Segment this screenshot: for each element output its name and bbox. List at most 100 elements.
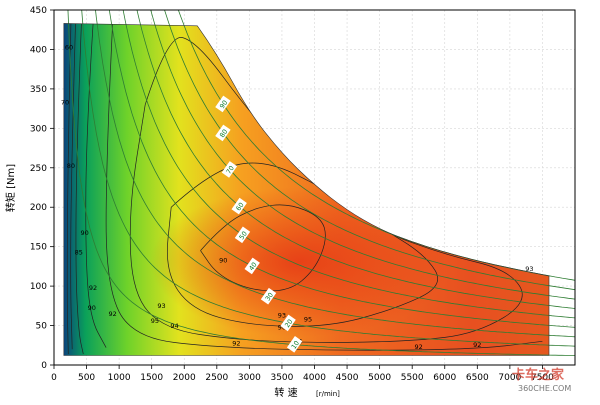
contour-label: 93: [157, 302, 165, 310]
power-label-text: 10: [290, 339, 301, 350]
power-label-box: [221, 161, 238, 178]
power-label-text: 20: [283, 318, 294, 329]
contour-label: 60: [65, 43, 73, 51]
y-tick-label: 0: [41, 361, 47, 371]
power-label-box: [260, 287, 277, 305]
x-tick-label: 3500: [270, 373, 293, 383]
x-axis-title: 转 速: [274, 386, 297, 399]
y-tick-label: 250: [30, 164, 47, 174]
y-tick-label: 450: [30, 6, 47, 16]
contour-label: 92: [108, 310, 116, 318]
power-label-text: 80: [218, 128, 229, 139]
torque-envelope: [63, 23, 550, 356]
power-curve-70: [150, 10, 575, 300]
contour-label: 85: [75, 249, 83, 257]
power-label-box: [215, 124, 231, 142]
x-tick-label: 5500: [401, 373, 424, 383]
contour-label: 80: [67, 162, 75, 170]
y-tick-label: 300: [30, 124, 47, 134]
contour-label: 92: [415, 343, 423, 351]
x-tick-label: 3000: [238, 373, 261, 383]
power-curve-20: [81, 10, 575, 347]
y-tick-label: 200: [30, 203, 47, 213]
contour-label: 90: [88, 304, 96, 312]
power-labels: 10 20 30 40 50 60 70 80 90: [215, 95, 303, 353]
y-tick-label: 350: [30, 85, 47, 95]
contour-label: 93: [278, 312, 286, 320]
x-tick-label: 4000: [303, 373, 326, 383]
efficiency-contour-95: [200, 204, 326, 292]
contour-label: 70: [61, 99, 69, 107]
power-curve-30: [95, 10, 575, 338]
power-label-box: [244, 257, 260, 275]
efficiency-contour-92: [105, 23, 543, 351]
power-curve-60: [136, 10, 575, 309]
efficiency-contour-80: [70, 23, 76, 350]
power-label-10: 10: [286, 336, 303, 353]
power-curve-50: [122, 10, 575, 319]
y-axis-title: 转矩 [Nm]: [4, 164, 17, 212]
contour-label: 90: [219, 256, 227, 264]
power-label-box: [215, 95, 231, 113]
power-label-text: 30: [264, 291, 275, 302]
power-curve-10: [67, 10, 575, 356]
contour-label: 90: [80, 229, 88, 237]
power-label-50: 50: [234, 226, 251, 244]
power-curves: [67, 10, 575, 356]
power-label-20: 20: [280, 314, 296, 332]
contour-label: 95: [304, 316, 312, 324]
power-label-70: 70: [221, 161, 238, 178]
x-axis-unit: [r/min]: [316, 390, 340, 398]
x-tick-label: 500: [78, 373, 95, 383]
power-curve-40: [108, 10, 575, 328]
x-tick-label: 6000: [433, 373, 456, 383]
x-tick-label: 1000: [108, 373, 131, 383]
power-label-text: 90: [218, 99, 229, 110]
power-label-60: 60: [231, 197, 247, 215]
y-tick-label: 50: [36, 322, 48, 332]
power-label-box: [231, 197, 247, 215]
x-tick-label: 7500: [531, 373, 554, 383]
contour-label: 93: [525, 265, 533, 273]
x-tick-label: 2500: [205, 373, 228, 383]
x-tick-label: 7000: [498, 373, 521, 383]
power-label-text: 40: [247, 261, 258, 272]
power-label-80: 80: [215, 124, 231, 142]
contour-label: 92: [89, 284, 97, 292]
power-label-text: 50: [238, 230, 249, 241]
x-tick-label: 6500: [466, 373, 489, 383]
power-label-box: [234, 226, 251, 244]
x-tick-label: 2000: [173, 373, 196, 383]
x-tick-label: 1500: [140, 373, 163, 383]
power-label-box: [280, 314, 296, 332]
x-tick-label: 5000: [368, 373, 391, 383]
contour-label: 92: [232, 339, 240, 347]
y-tick-label: 150: [30, 243, 47, 253]
contour-label: 90: [278, 324, 286, 332]
y-tick-label: 400: [30, 45, 47, 55]
contour-label: 95: [151, 317, 159, 325]
efficiency-contour-90: [85, 23, 107, 348]
efficiency-contour-85: [75, 23, 84, 355]
x-tick-label: 4500: [336, 373, 359, 383]
power-label-90: 90: [215, 95, 231, 113]
contour-label: 92: [473, 341, 481, 349]
contour-label: 94: [170, 322, 178, 330]
y-tick-label: 100: [30, 282, 47, 292]
efficiency-contour-94: [167, 162, 439, 327]
power-label-text: 70: [225, 164, 236, 175]
watermark-main: 卡车之家: [512, 367, 565, 383]
x-tick-label: 0: [51, 373, 57, 383]
y-axis: 0 50 100 150 200 250 300 350 400 450: [30, 6, 54, 371]
x-axis: 0 500 1000 1500 2000 2500 3000 3500 4000 4500 5000…: [51, 365, 554, 383]
efficiency-contours: [66, 23, 543, 355]
power-label-box: [286, 336, 303, 353]
power-label-30: 30: [260, 287, 277, 305]
watermark-sub: 360CHE.COM: [518, 384, 571, 393]
power-label-text: 60: [234, 201, 245, 212]
efficiency-contour-70: [66, 23, 72, 355]
power-label-40: 40: [244, 257, 260, 275]
contour-labels: 9393939494959592929292929090909085807060: [61, 43, 534, 351]
